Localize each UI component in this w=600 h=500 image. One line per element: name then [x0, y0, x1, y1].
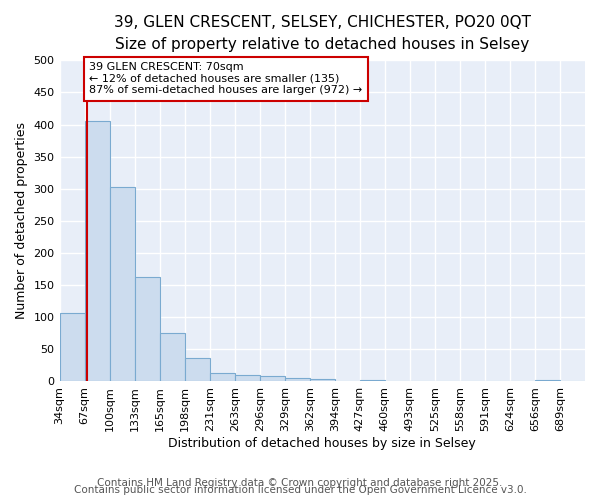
Bar — [185, 358, 209, 382]
Bar — [535, 380, 560, 382]
Bar — [134, 277, 160, 382]
X-axis label: Distribution of detached houses by size in Selsey: Distribution of detached houses by size … — [169, 437, 476, 450]
Bar — [285, 378, 310, 382]
Bar — [310, 379, 335, 382]
Bar — [85, 120, 110, 382]
Bar — [260, 376, 285, 382]
Bar — [160, 332, 185, 382]
Text: Contains HM Land Registry data © Crown copyright and database right 2025.: Contains HM Land Registry data © Crown c… — [97, 478, 503, 488]
Bar — [360, 380, 385, 382]
Text: Contains public sector information licensed under the Open Government Licence v3: Contains public sector information licen… — [74, 485, 526, 495]
Bar — [209, 373, 235, 382]
Title: 39, GLEN CRESCENT, SELSEY, CHICHESTER, PO20 0QT
Size of property relative to det: 39, GLEN CRESCENT, SELSEY, CHICHESTER, P… — [114, 15, 531, 52]
Text: 39 GLEN CRESCENT: 70sqm
← 12% of detached houses are smaller (135)
87% of semi-d: 39 GLEN CRESCENT: 70sqm ← 12% of detache… — [89, 62, 362, 96]
Y-axis label: Number of detached properties: Number of detached properties — [15, 122, 28, 320]
Bar — [59, 312, 85, 382]
Bar — [235, 375, 260, 382]
Bar — [110, 187, 134, 382]
